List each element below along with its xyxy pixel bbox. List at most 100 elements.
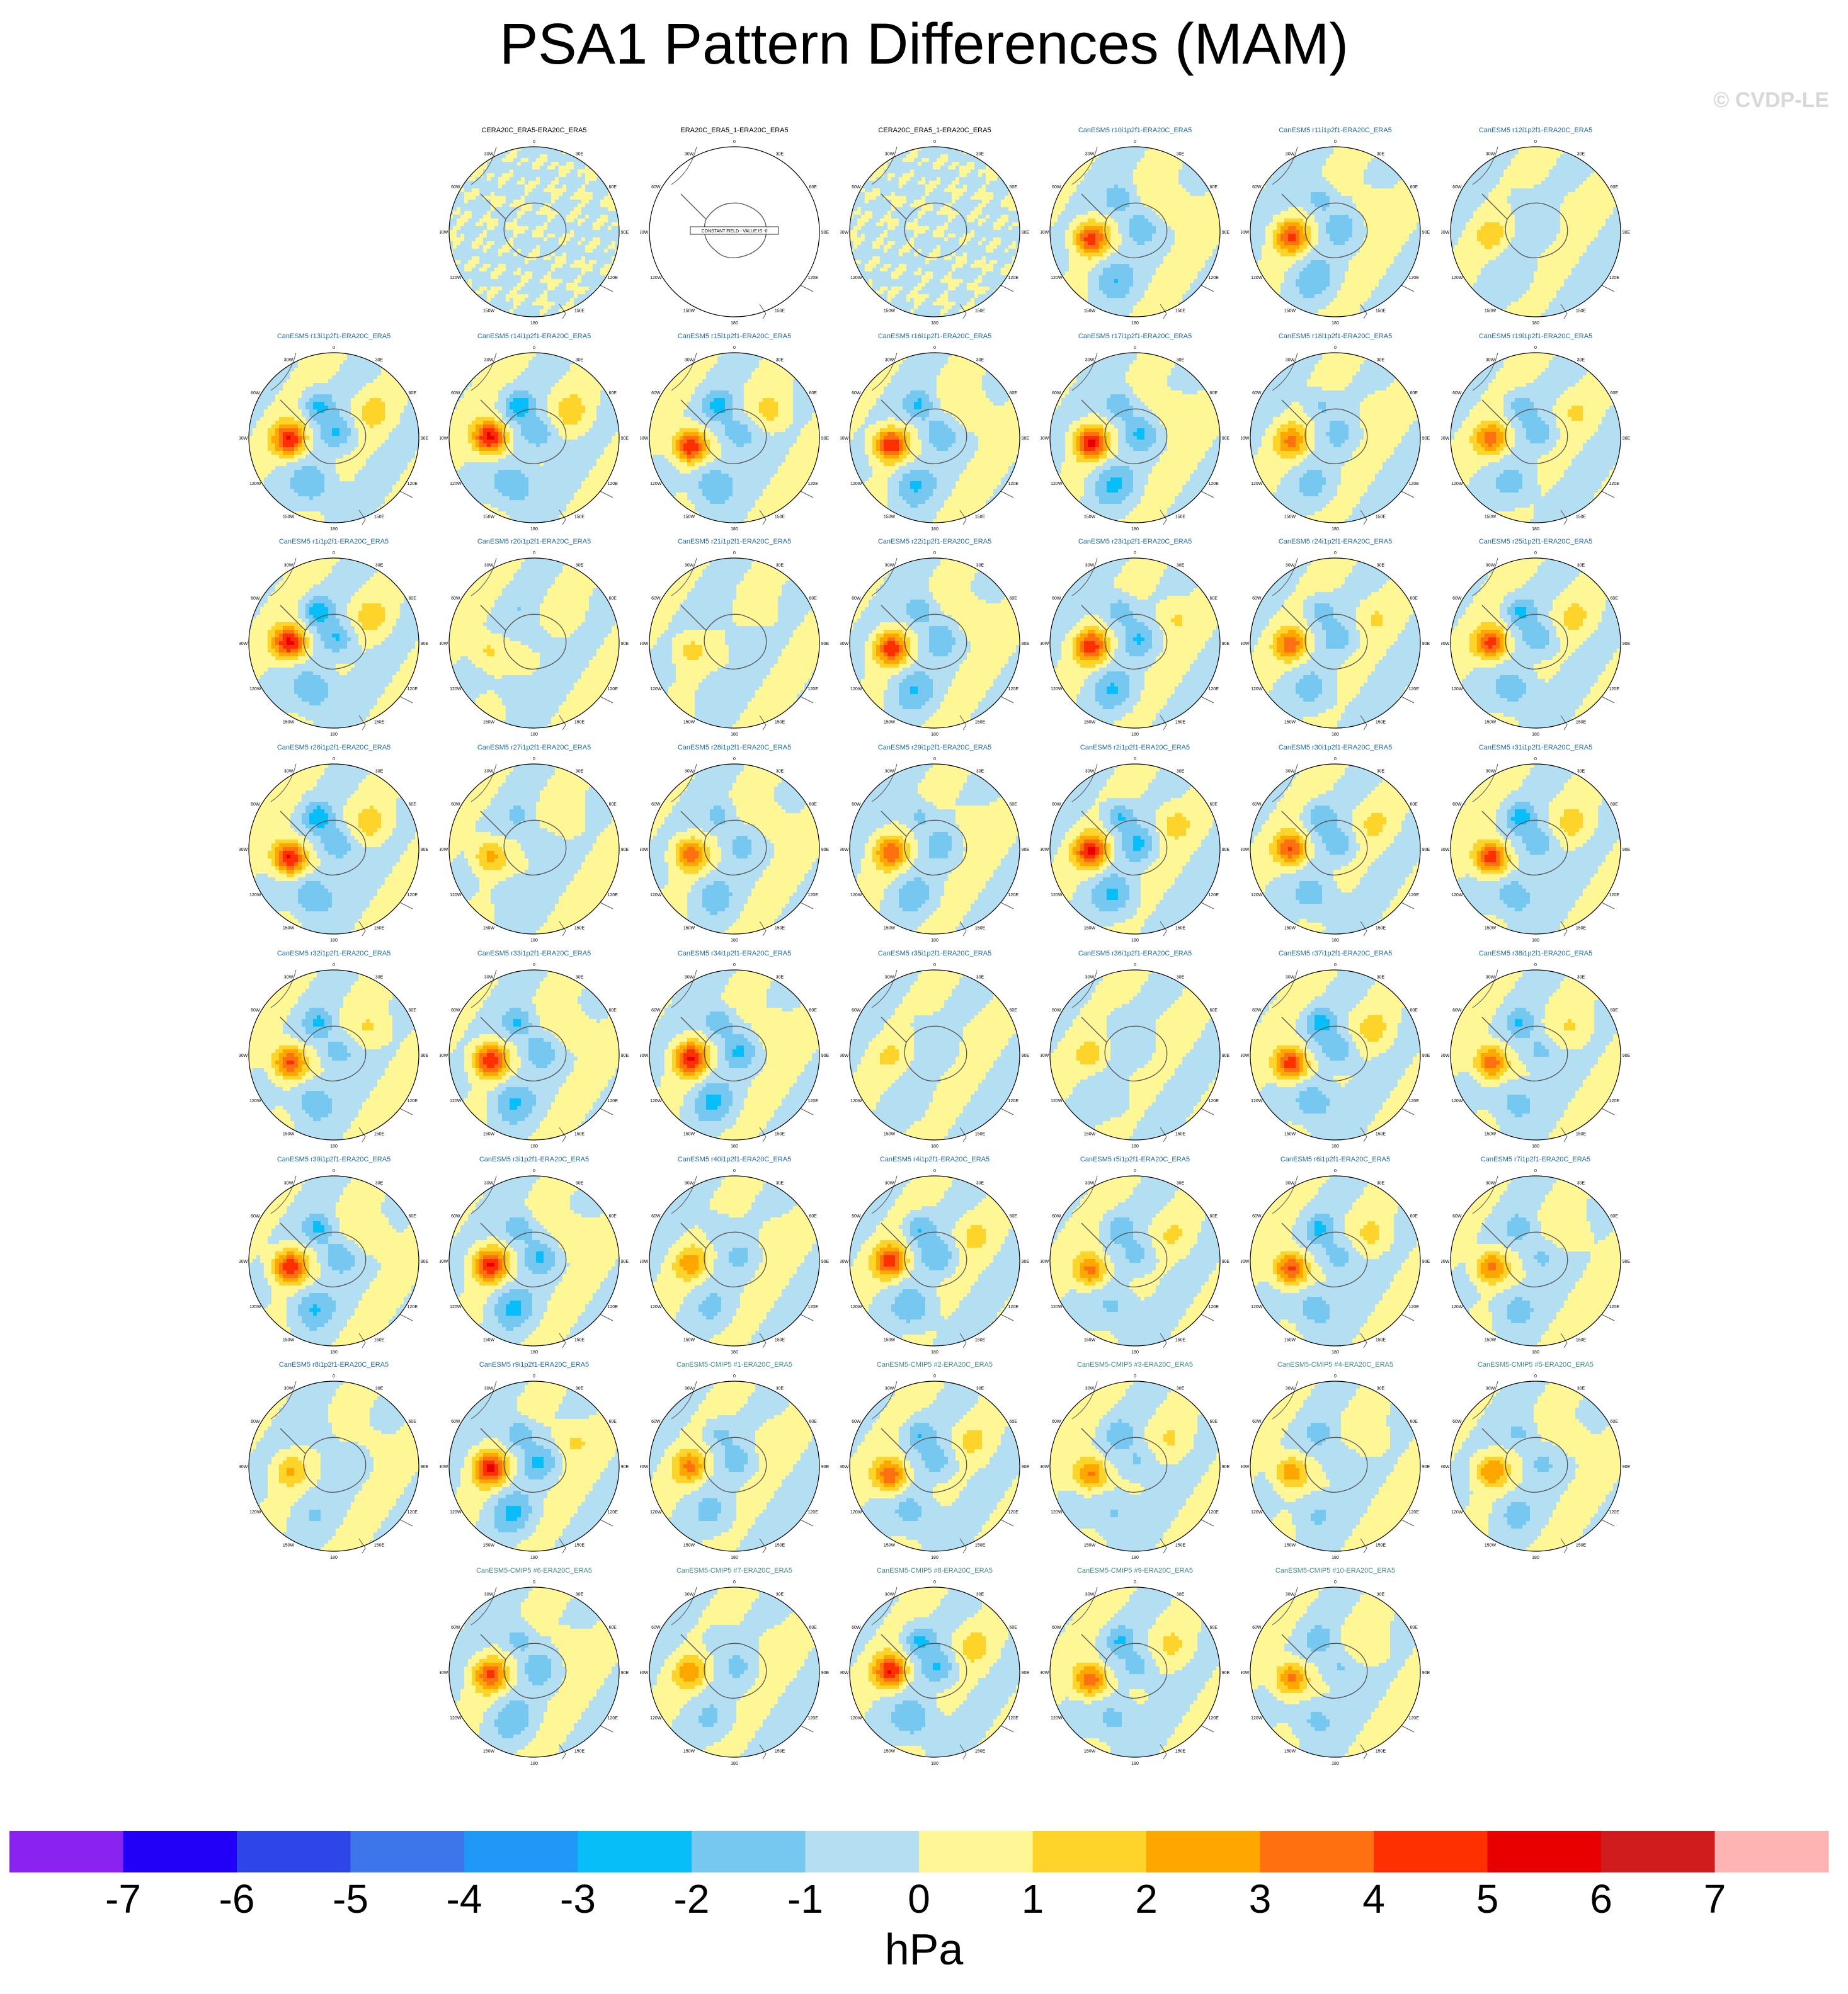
panel-title: CanESM5 r38i1p2f1-ERA20C_ERA5 [1422,949,1649,958]
contour-field [1250,558,1421,729]
map-tick-label: 180 [1332,321,1339,326]
map-tick-label: 60W [451,802,460,807]
map-tick-label: 60W [251,596,260,601]
map-tick-label: 0 [1334,1169,1337,1173]
map-tick-label: 60W [251,1008,260,1013]
map-tick-label: 60W [1252,1008,1262,1013]
map-tick-label: 120W [1451,1099,1463,1103]
map-panel: CanESM5-CMIP5 #2-ERA20C_ERA5 0 30E 60E 90E 12… [834,1360,1035,1562]
map-tick-label: 90W [640,642,649,646]
map-tick-label: 120E [808,482,819,486]
map-tick-label: 120E [608,276,619,280]
map-tick-label: 0 [1334,1580,1337,1585]
map-tick-label: 30E [375,1386,384,1391]
map-tick-label: 30E [1577,975,1585,979]
map-tick-label: 150W [1485,721,1497,725]
map-tick-label: 90W [1041,1054,1049,1058]
map-tick-label: 150W [283,1338,295,1343]
map-tick-label: 120W [650,893,662,897]
map-tick-label: 0 [333,757,335,761]
map-tick-label: 120W [850,1305,862,1309]
map-tick-label: 90W [1241,1054,1250,1058]
map-panel: CanESM5 r8i1p2f1-ERA20C_ERA5 0 30E 60E 90E 12… [233,1360,435,1562]
map-tick-label: 150W [1084,1132,1096,1137]
map-tick-label: 30W [1286,563,1295,567]
map-tick-label: 30E [576,769,584,773]
panel-title: CanESM5 r24i1p2f1-ERA20C_ERA5 [1222,537,1449,546]
map-tick-label: 90W [840,436,849,441]
map-tick-label: 30W [1286,769,1295,773]
map-tick-label: 0 [933,1374,936,1379]
map-tick-label: 120E [1609,893,1620,897]
map-tick-label: 120W [1051,893,1063,897]
map-tick-label: 0 [333,346,335,350]
map-tick-label: 90W [640,1671,649,1675]
map-tick-label: 60E [809,185,817,190]
map-tick-label: 120E [1609,1510,1620,1515]
map-tick-label: 60W [1452,596,1462,601]
map-tick-label: 150E [1576,926,1587,931]
contour-field [649,1381,820,1552]
map-tick-label: 30E [576,975,584,979]
map-tick-label: 60E [408,802,416,807]
map-tick-label: 60W [1052,1008,1061,1013]
map-tick-label: 30E [375,975,384,979]
map-tick-label: 0 [733,1374,736,1379]
map-tick-label: 150W [283,926,295,931]
map-tick-label: 60W [651,1214,661,1219]
contour-field [449,1587,620,1758]
colorbar-swatch [919,1831,1033,1872]
map-tick-label: 60E [809,1008,817,1013]
map-tick-label: 180 [330,527,338,532]
map-tick-label: 180 [330,732,338,737]
map-panel: CanESM5 r14i1p2f1-ERA20C_ERA5 0 30E 60E 90E 1… [433,332,635,533]
map-tick-label: 120E [1409,1510,1420,1515]
panel-title: CanESM5 r22i1p2f1-ERA20C_ERA5 [821,537,1048,546]
map-tick-label: 150E [374,721,385,725]
map-tick-label: 0 [533,1374,535,1379]
map-tick-label: 30W [484,1386,494,1391]
contour-field [249,1176,419,1347]
map-tick-label: 30W [1085,769,1095,773]
map-tick-label: 60W [1452,1420,1462,1424]
map-tick-label: 30W [685,1181,694,1185]
map-tick-label: 60E [608,596,617,601]
map-tick-label: 0 [1534,963,1537,967]
map-tick-label: 180 [1332,732,1339,737]
map-tick-label: 120W [450,893,462,897]
map-panel: CanESM5 r39i1p2f1-ERA20C_ERA5 0 30E 60E 90E 1… [233,1155,435,1357]
panel-title: CERA20C_ERA5_1-ERA20C_ERA5 [821,126,1048,135]
map-tick-label: 180 [1131,732,1139,737]
map-tick-label: 30W [1486,1386,1495,1391]
map-tick-label: 150E [1175,926,1186,931]
map-tick-label: 30E [576,1181,584,1185]
map-tick-label: 60W [1252,1626,1262,1630]
map-tick-label: 180 [731,1350,738,1355]
map-panel: CanESM5-CMIP5 #5-ERA20C_ERA5 0 30E 60E 90E 12… [1435,1360,1636,1562]
coastline [760,285,813,319]
map-tick-label: 60E [1009,1626,1017,1630]
map-tick-label: 90E [1623,1465,1630,1469]
map-tick-label: 120W [1051,1305,1063,1309]
map-tick-label: 30W [1085,563,1095,567]
map-tick-label: 60W [852,185,861,190]
colorbar-tick: 7 [1704,1877,1726,1921]
map-tick-label: 0 [1134,1580,1136,1585]
map-tick-label: 0 [733,757,736,761]
map-tick-label: 120E [1209,482,1219,486]
map-tick-label: 150W [283,515,295,520]
contour-field [649,353,820,523]
map-tick-label: 60W [251,1420,260,1424]
map-tick-label: 150E [574,1132,585,1137]
map-panel: CanESM5 r19i1p2f1-ERA20C_ERA5 0 30E 60E 90E 1… [1435,332,1636,533]
map-panel: CanESM5-CMIP5 #9-ERA20C_ERA5 0 30E 60E 90E 12… [1034,1566,1236,1768]
contour-field [1050,147,1221,317]
map-tick-label: 30W [685,358,694,362]
